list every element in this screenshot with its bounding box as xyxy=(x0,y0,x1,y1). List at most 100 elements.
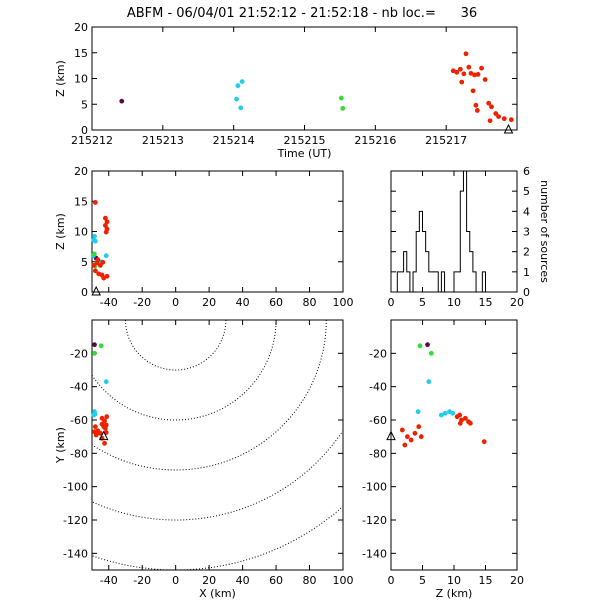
source-point xyxy=(91,251,97,257)
y-tick-label: -100 xyxy=(63,481,88,494)
x-tick-label: 15 xyxy=(479,574,493,587)
y-tick-label: -80 xyxy=(369,447,387,460)
x-tick-label: 100 xyxy=(333,574,354,587)
source-point xyxy=(95,257,101,263)
source-point xyxy=(99,415,105,421)
y-tick-label: 20 xyxy=(74,21,88,34)
source-point xyxy=(450,410,456,416)
y-axis-label: Y (km) xyxy=(54,427,67,464)
source-point xyxy=(442,410,448,416)
source-point xyxy=(487,118,493,124)
source-point xyxy=(102,425,108,431)
source-point xyxy=(93,432,99,438)
x-axis-label: X (km) xyxy=(199,587,236,600)
source-point xyxy=(402,442,408,448)
source-point xyxy=(426,379,432,385)
source-point xyxy=(486,100,492,106)
x-tick-label: 10 xyxy=(447,296,461,309)
source-point xyxy=(457,66,463,72)
source-point xyxy=(418,434,424,440)
x-axis-label: Time (UT) xyxy=(277,147,332,160)
source-point xyxy=(101,275,107,281)
y-tick-label: -120 xyxy=(63,514,88,527)
x-tick-label: 20 xyxy=(510,574,524,587)
x-tick-label: 60 xyxy=(269,296,283,309)
y-tick-label: -60 xyxy=(70,414,88,427)
y-tick-label: 6 xyxy=(523,165,530,178)
x-tick-label: 80 xyxy=(303,574,317,587)
source-point xyxy=(457,420,463,426)
source-point xyxy=(425,342,430,348)
y-tick-label: -40 xyxy=(369,381,387,394)
range-rings xyxy=(92,320,343,570)
source-point xyxy=(416,424,422,430)
y-tick-label: 4 xyxy=(523,205,530,218)
x-tick-label: 215214 xyxy=(213,134,255,147)
y-tick-label: 20 xyxy=(74,165,88,178)
source-point xyxy=(459,79,465,85)
y-tick-label: -80 xyxy=(70,447,88,460)
source-point xyxy=(119,98,125,104)
y-tick-label: 0 xyxy=(523,286,530,299)
x-tick-label: 10 xyxy=(447,574,461,587)
source-point xyxy=(462,415,468,421)
sensor-triangle-icon xyxy=(503,123,514,134)
y-tick-label: -40 xyxy=(70,381,88,394)
x-tick-label: 5 xyxy=(419,574,426,587)
source-point xyxy=(103,253,109,259)
x-tick-label: 0 xyxy=(172,574,179,587)
range-ring xyxy=(124,320,227,371)
source-point xyxy=(467,420,473,426)
x-tick-label: -20 xyxy=(133,574,151,587)
x-tick-label: 215215 xyxy=(284,134,326,147)
panel-x-y: -40 -20 0 20 40 60 80 100 -140 -120 -100 -80 -60 -40 -… xyxy=(54,319,354,600)
y-tick-label: 3 xyxy=(523,226,530,239)
source-point xyxy=(473,102,479,108)
x-tick-label: -20 xyxy=(133,296,151,309)
x-tick-label: 100 xyxy=(333,296,354,309)
x-tick-label: 20 xyxy=(202,574,216,587)
source-point xyxy=(417,343,423,349)
x-tick-label: -40 xyxy=(100,574,118,587)
source-point xyxy=(496,114,501,120)
source-point xyxy=(461,71,467,77)
sensor-triangle-icon xyxy=(98,430,109,441)
plot-frame xyxy=(91,170,344,293)
x-tick-label: 215213 xyxy=(142,134,184,147)
x-tick-label: 215216 xyxy=(354,134,396,147)
histogram-steps xyxy=(391,170,517,293)
panel-z-y: 0 5 10 15 20 -140 -120 -100 -80 -60 -40 -20 Z (km) xyxy=(362,319,524,600)
y-tick-label: 0 xyxy=(81,124,88,137)
panel-time-height: 215212 215213 215214 215215 215216 215217 0 5 10… xyxy=(54,21,518,160)
y-tick-label: 2 xyxy=(523,246,530,259)
source-point xyxy=(338,95,344,101)
y-tick-label: 5 xyxy=(523,185,530,198)
source-point xyxy=(235,83,241,89)
y-tick-label: 5 xyxy=(81,256,88,269)
source-point xyxy=(102,440,107,446)
source-point xyxy=(482,77,488,82)
y-tick-label: -100 xyxy=(362,481,387,494)
source-point xyxy=(428,350,434,356)
source-point xyxy=(103,229,109,235)
x-tick-label: 215212 xyxy=(71,134,113,147)
source-point xyxy=(95,428,101,434)
source-point xyxy=(466,64,472,70)
x-tick-label: 0 xyxy=(172,296,179,309)
sensor-triangle-icon xyxy=(386,430,396,441)
source-point xyxy=(474,108,480,113)
source-point xyxy=(238,105,244,111)
x-tick-label: -40 xyxy=(100,296,118,309)
source-point xyxy=(234,96,239,102)
x-tick-label: 215217 xyxy=(425,134,467,147)
source-point xyxy=(239,79,245,84)
source-point xyxy=(100,259,106,265)
y-tick-label: 15 xyxy=(74,195,88,208)
x-tick-label: 20 xyxy=(510,296,524,309)
source-point xyxy=(501,116,507,122)
source-point xyxy=(104,414,110,420)
x-tick-label: 0 xyxy=(388,296,395,309)
source-point xyxy=(508,117,514,123)
